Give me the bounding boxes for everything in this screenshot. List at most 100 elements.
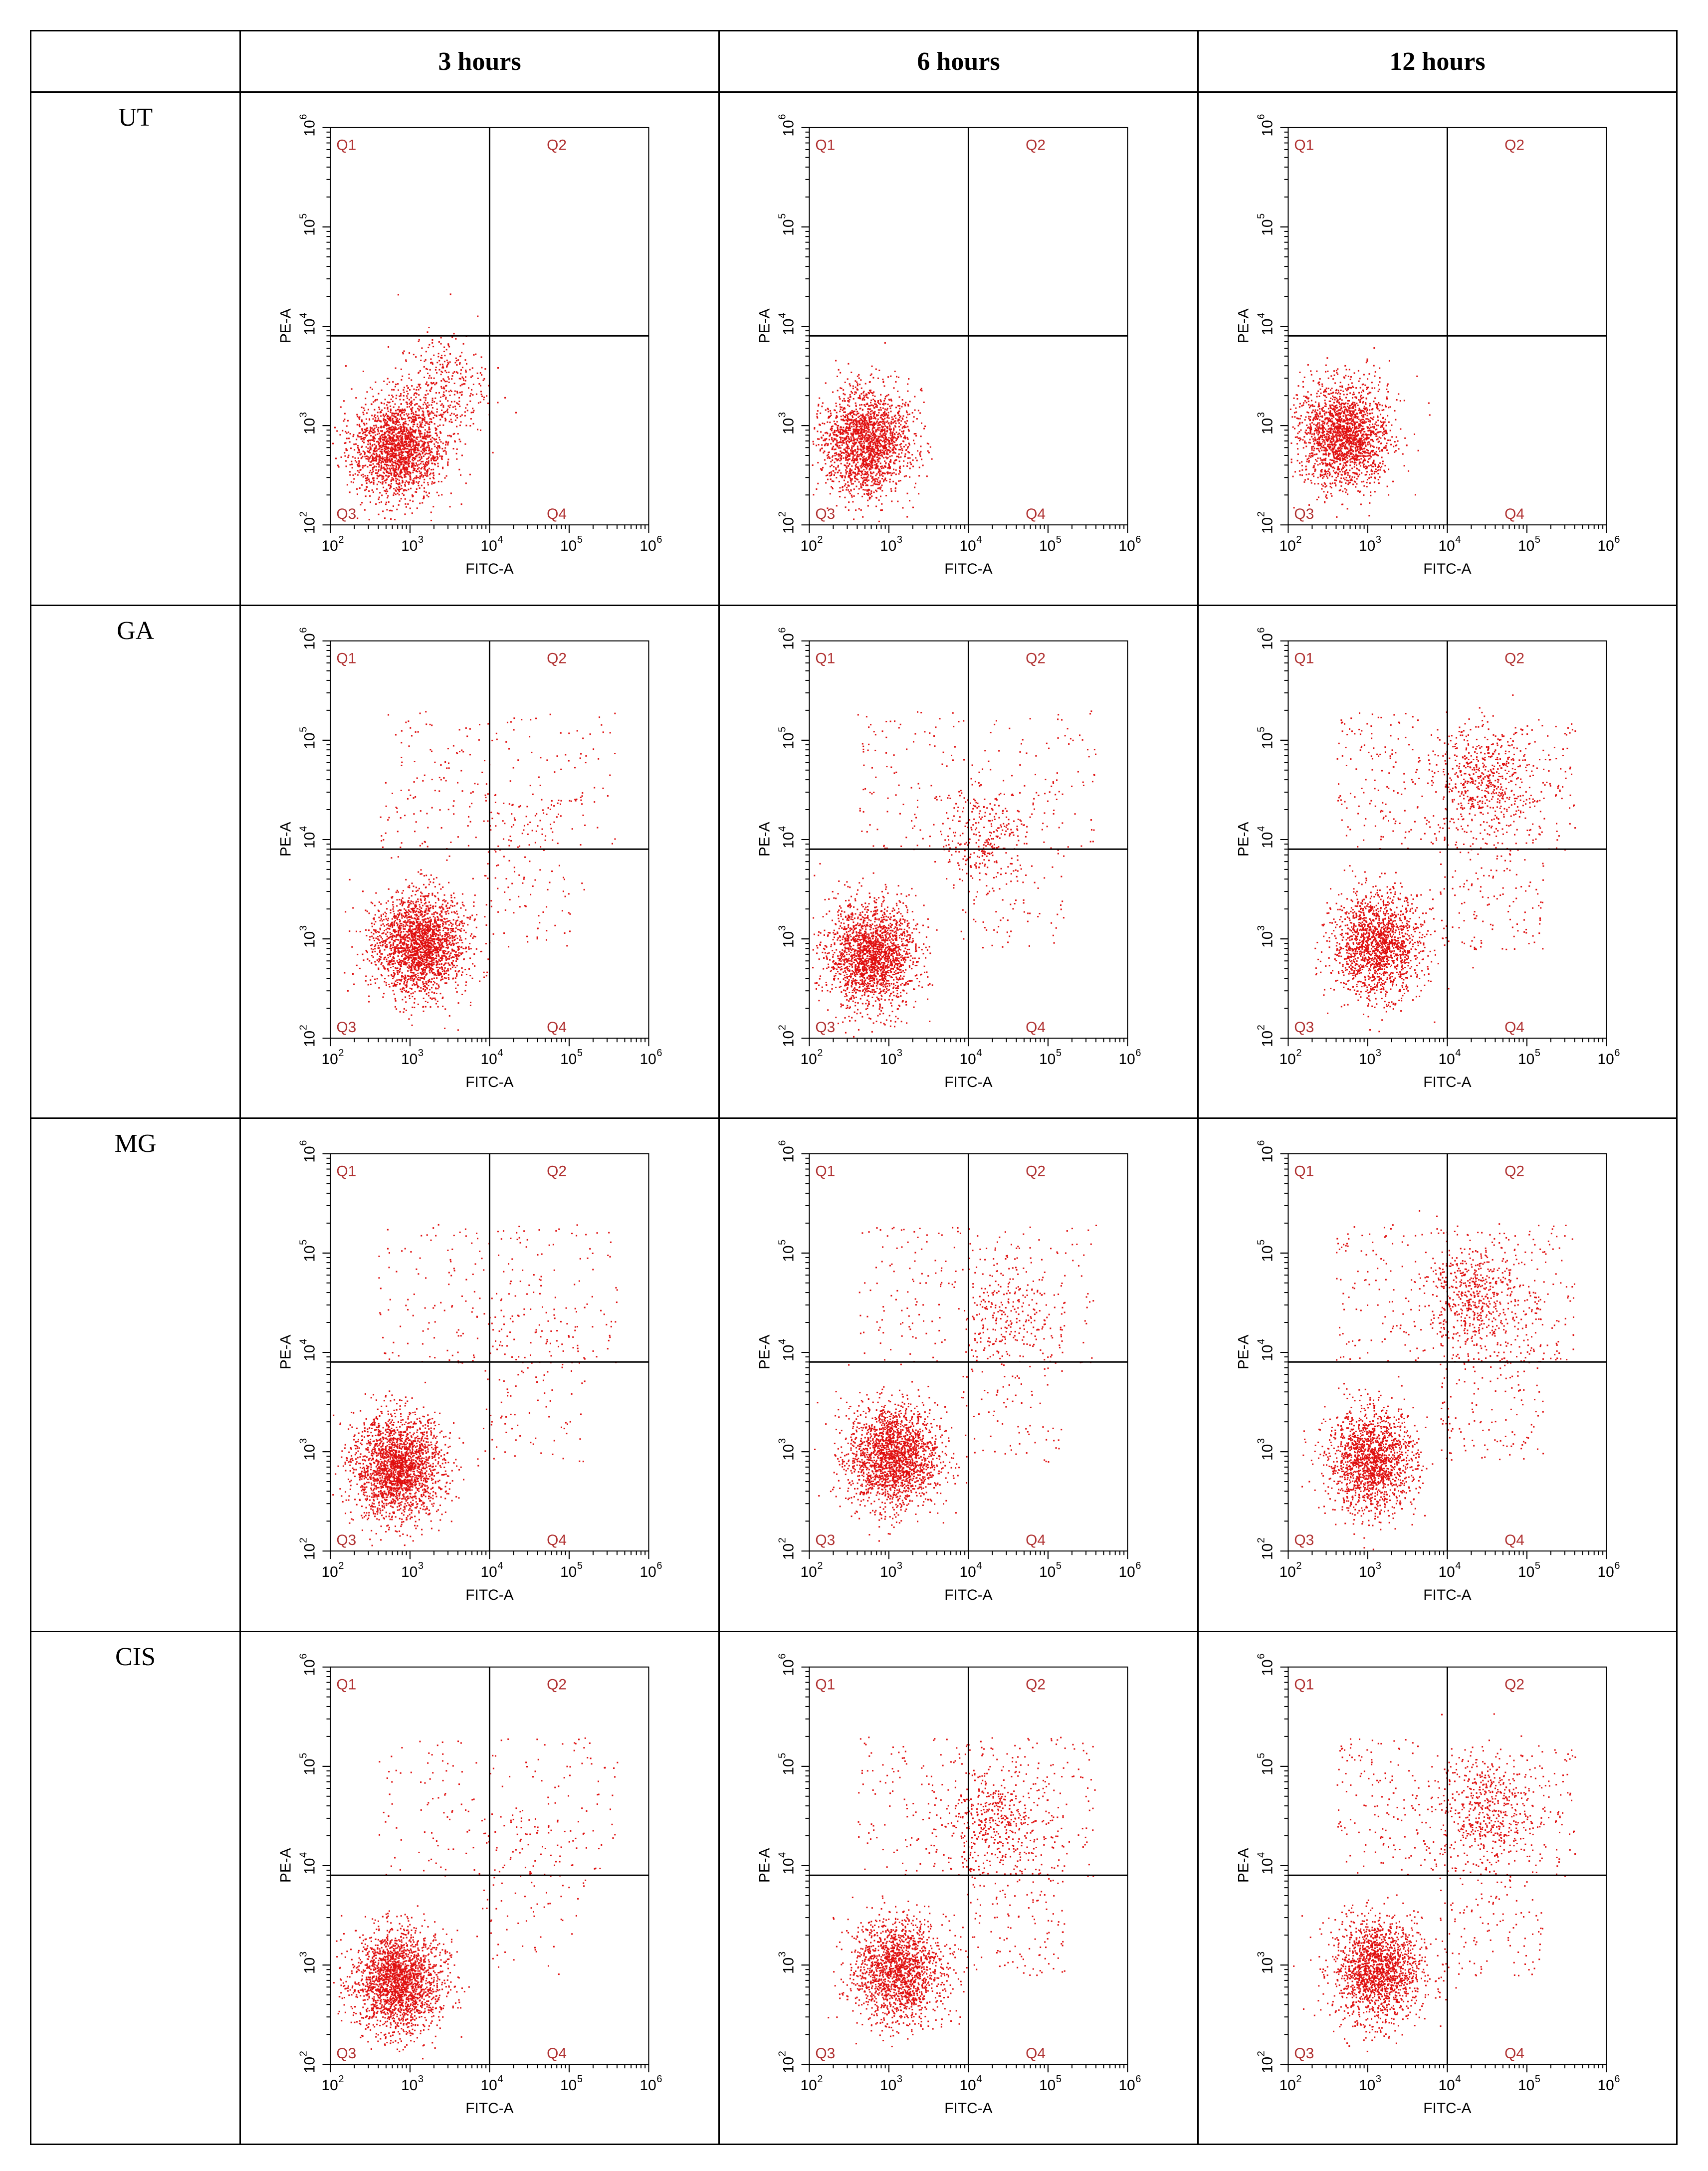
data-point — [1347, 376, 1349, 377]
data-point — [889, 451, 891, 453]
data-point — [874, 400, 876, 402]
data-point — [886, 414, 888, 416]
data-point — [1340, 477, 1342, 479]
data-point — [377, 434, 379, 435]
x-tick-exponent: 5 — [1056, 534, 1062, 545]
data-point — [875, 406, 877, 408]
data-point — [449, 506, 451, 508]
data-point — [385, 503, 387, 505]
data-point — [1364, 452, 1366, 454]
data-point — [471, 389, 473, 391]
data-point — [412, 434, 414, 436]
data-point — [428, 344, 430, 346]
data-point — [427, 406, 428, 408]
data-point — [844, 411, 846, 413]
data-point — [893, 440, 895, 442]
data-point — [423, 463, 425, 465]
data-point — [876, 414, 878, 416]
data-point — [831, 456, 833, 458]
data-point — [423, 455, 425, 457]
data-point — [863, 455, 865, 457]
data-point — [379, 474, 381, 476]
data-point — [874, 445, 876, 446]
data-point — [1325, 454, 1327, 456]
data-point — [393, 437, 395, 439]
data-point — [1376, 425, 1378, 427]
data-point — [1382, 447, 1384, 449]
data-point — [371, 445, 373, 447]
data-point — [412, 457, 414, 459]
data-point — [874, 455, 876, 457]
data-point — [864, 434, 866, 436]
data-point — [441, 447, 443, 449]
data-point — [389, 468, 391, 470]
data-point — [854, 420, 856, 422]
data-point — [853, 433, 854, 435]
data-point — [1346, 428, 1348, 430]
data-point — [387, 448, 389, 450]
data-point — [1351, 416, 1353, 418]
data-point — [902, 431, 904, 433]
y-tick-label: 10 — [302, 418, 318, 434]
data-point — [378, 407, 380, 409]
data-point — [411, 418, 413, 420]
data-point — [372, 453, 374, 455]
data-point — [374, 449, 376, 451]
quadrant-label-q4: Q4 — [1026, 506, 1046, 522]
data-point — [390, 411, 392, 413]
data-point — [427, 461, 429, 463]
data-point — [865, 463, 867, 465]
data-point — [871, 477, 873, 479]
data-point — [1339, 406, 1341, 408]
data-point — [847, 400, 849, 402]
data-point — [413, 464, 415, 466]
data-point — [883, 432, 885, 434]
data-point — [891, 436, 893, 438]
data-point — [406, 461, 408, 463]
data-point — [458, 397, 460, 399]
data-point — [387, 468, 389, 469]
data-point — [853, 398, 854, 400]
data-point — [834, 472, 836, 474]
data-point — [877, 440, 879, 442]
data-point — [407, 468, 409, 470]
data-point — [865, 466, 867, 468]
data-point — [392, 458, 394, 460]
data-point — [897, 376, 899, 378]
data-point — [429, 389, 431, 391]
data-point — [397, 443, 399, 445]
y-tick-exponent: 6 — [777, 114, 788, 120]
data-point — [876, 445, 878, 447]
data-point — [846, 437, 848, 439]
data-point — [421, 484, 423, 486]
data-point — [437, 356, 439, 358]
data-point — [383, 425, 385, 427]
data-point — [1343, 455, 1345, 457]
data-point — [1375, 453, 1377, 455]
data-point — [908, 442, 910, 444]
data-point — [469, 425, 471, 427]
data-point — [1356, 473, 1358, 475]
data-point — [346, 449, 348, 451]
data-point — [888, 445, 890, 447]
data-point — [350, 481, 352, 483]
data-point — [878, 499, 880, 501]
data-point — [850, 433, 852, 434]
data-point — [900, 424, 902, 426]
data-point — [372, 439, 374, 441]
data-point — [876, 465, 878, 467]
data-point — [403, 423, 405, 425]
data-point — [839, 459, 841, 461]
data-point — [406, 427, 408, 429]
data-point — [840, 474, 842, 476]
data-point — [392, 381, 394, 383]
data-point — [858, 430, 860, 432]
data-point — [877, 483, 879, 485]
data-point — [871, 437, 873, 439]
data-point — [1346, 464, 1348, 466]
data-point — [893, 468, 895, 470]
data-point — [425, 449, 427, 451]
data-point — [915, 457, 917, 459]
data-point — [427, 373, 429, 375]
data-point — [1343, 442, 1345, 444]
